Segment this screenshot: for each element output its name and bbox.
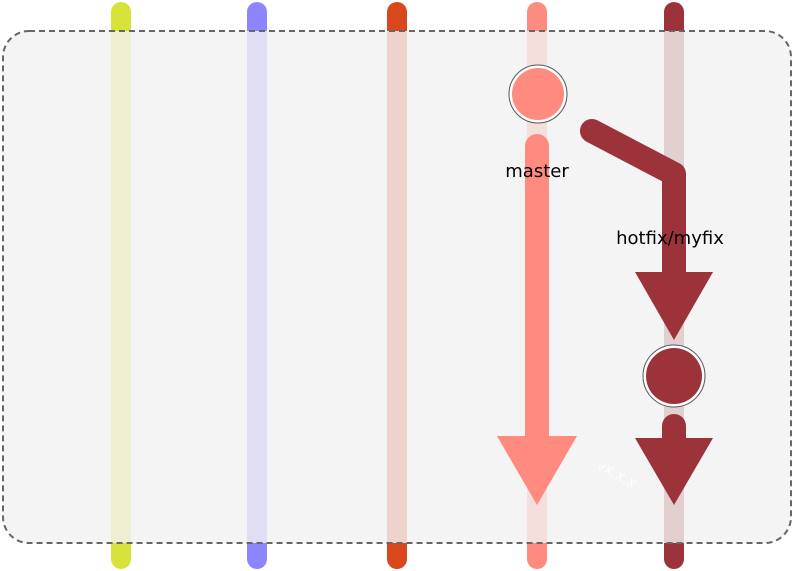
background-panel xyxy=(2,30,792,544)
hotfix-continue-arrow xyxy=(635,414,713,505)
hotfix-branch-arrow xyxy=(580,119,713,340)
master-branch-arrow xyxy=(497,134,577,505)
master-commit-node xyxy=(508,64,568,124)
hotfix-label: hotfix/myfix xyxy=(616,228,724,249)
master-label: master xyxy=(505,161,569,182)
hotfix-commit-node xyxy=(642,344,706,408)
